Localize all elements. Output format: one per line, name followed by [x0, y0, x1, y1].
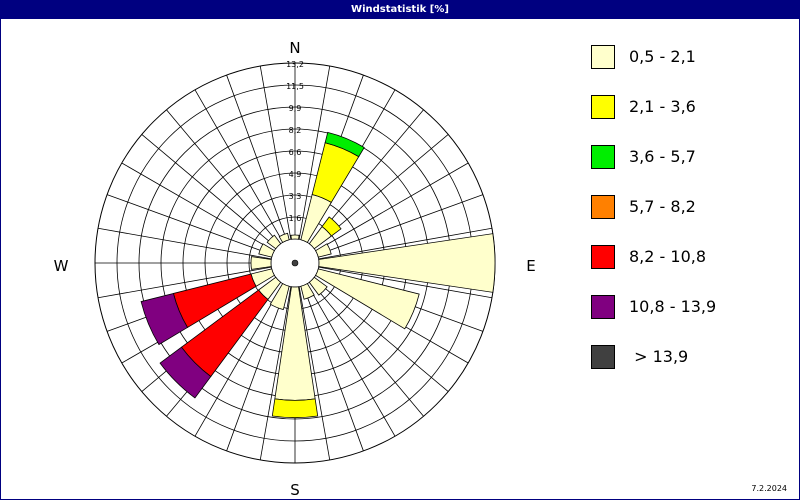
wind-bar-nw-class-0 [266, 234, 282, 250]
legend-item: 3,6 - 5,7 [591, 145, 791, 170]
compass-label-n: N [289, 39, 300, 57]
wind-bar-sse-class-0 [300, 283, 315, 300]
grid-spoke [298, 65, 331, 240]
grid-spoke [259, 65, 292, 240]
wind-bar-wnw-class-0 [258, 243, 275, 258]
legend-label: 5,7 - 8,2 [629, 197, 696, 216]
radial-tick-label: 8,2 [289, 126, 302, 135]
grid-spoke [317, 194, 484, 256]
wind-bar-ene-class-0 [315, 243, 332, 258]
legend-swatch [591, 145, 615, 169]
wind-bar-se-class-0 [308, 276, 328, 296]
grid-spoke [313, 278, 449, 392]
compass-label-e: E [526, 257, 535, 275]
radial-tick-label: 4,9 [289, 170, 302, 179]
legend-label: 0,5 - 2,1 [629, 47, 696, 66]
grid-spoke [194, 89, 284, 243]
grid-spoke [318, 266, 493, 299]
wind-bar-ne-class-1 [321, 216, 342, 237]
legend-item: 8,2 - 10,8 [591, 245, 791, 270]
grid-spoke [226, 74, 288, 241]
legend-swatch [591, 245, 615, 269]
legend-label: 3,6 - 5,7 [629, 147, 696, 166]
legend: 0,5 - 2,1 2,1 - 3,6 3,6 - 5,7 5,7 - 8,2 8,2 … [591, 45, 791, 395]
grid-spoke [315, 162, 469, 252]
wind-bar-ese-class-0 [315, 268, 420, 330]
wind-bar-nnw-class-0 [278, 232, 290, 243]
wind-bar-e-class-0 [318, 233, 496, 293]
grid-spoke [97, 227, 272, 260]
radial-tick-label: 6,6 [289, 148, 302, 157]
legend-swatch [591, 345, 615, 369]
wind-bar-ssw-class-0 [269, 283, 290, 311]
legend-label: > 13,9 [629, 347, 689, 366]
grid-spoke [141, 134, 277, 248]
compass-label-s: S [290, 481, 300, 499]
legend-item: 0,5 - 2,1 [591, 45, 791, 70]
wind-bar-w-class-0 [250, 256, 272, 270]
grid-spoke [298, 286, 331, 461]
grid-spoke [226, 285, 288, 452]
grid-spoke [306, 283, 396, 437]
chart-title: Windstatistik [%] [1, 1, 799, 19]
wind-bar-nne-class-2 [324, 131, 365, 158]
center-hub [291, 259, 299, 267]
grid-spoke [310, 281, 424, 417]
grid-spoke [166, 109, 280, 245]
wind-bar-n-class-0 [290, 234, 300, 240]
legend-item: > 13,9 [591, 345, 791, 370]
legend-label: 10,8 - 13,9 [629, 297, 717, 316]
grid-spoke [259, 286, 292, 461]
grid-spoke [318, 227, 493, 260]
grid-spoke [106, 194, 273, 256]
radial-tick-label: 11,5 [286, 82, 304, 91]
compass-label-w: W [54, 257, 69, 275]
legend-swatch [591, 295, 615, 319]
grid-spoke [121, 162, 275, 252]
wind-bar-sw-class-5 [159, 346, 212, 399]
footer-date: 7.2.2024 [751, 484, 787, 493]
legend-swatch [591, 45, 615, 69]
radial-tick-label: 13,2 [286, 60, 304, 69]
radial-tick-label: 1,6 [289, 214, 302, 223]
legend-swatch [591, 195, 615, 219]
wind-bar-wsw-class-5 [140, 292, 189, 346]
legend-item: 10,8 - 13,9 [591, 295, 791, 320]
radial-tick-label: 9,9 [289, 104, 302, 113]
legend-item: 5,7 - 8,2 [591, 195, 791, 220]
legend-swatch [591, 95, 615, 119]
legend-label: 2,1 - 3,6 [629, 97, 696, 116]
wind-bar-s-class-1 [271, 398, 319, 418]
radial-tick-label: 3,3 [289, 192, 302, 201]
legend-item: 2,1 - 3,6 [591, 95, 791, 120]
legend-label: 8,2 - 10,8 [629, 247, 707, 266]
grid-spoke [97, 266, 272, 299]
grid-spoke [194, 283, 284, 437]
grid-spoke [302, 285, 364, 452]
